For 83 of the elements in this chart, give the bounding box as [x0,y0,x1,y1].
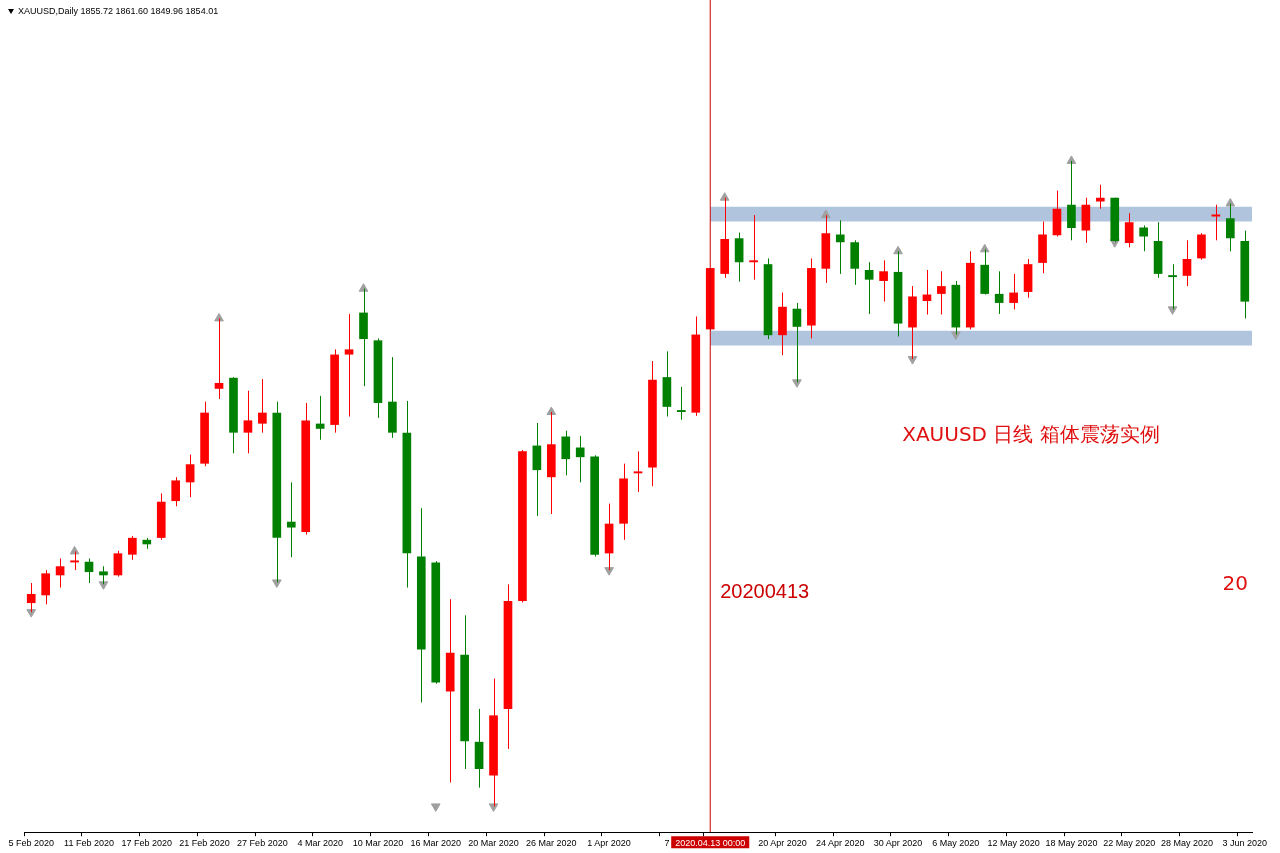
point [1167,306,1178,315]
x-tick-label: 6 May 2020 [932,838,980,849]
x-tick-label: 20 Apr 2020 [758,838,807,849]
x-tick-label: 10 Mar 2020 [352,838,404,849]
candlestick [807,257,816,339]
candlestick [431,560,441,685]
candlestick [1095,184,1105,210]
candlestick [677,386,686,421]
candlestick [691,315,701,417]
x-tick-label: 5 Feb 2020 [8,838,54,849]
x-tick-label: 1 Apr 2020 [587,838,631,849]
candlestick [778,292,787,356]
point [488,803,499,812]
candlestick [879,259,888,303]
candlestick [41,569,51,605]
candlestick [460,614,469,770]
x-tick-label: 24 Apr 2020 [815,838,865,849]
point [1066,155,1077,164]
x-tick-label: 11 Feb 2020 [64,838,114,849]
x-tick-label: 7 [664,838,670,849]
point [430,803,441,812]
candlestick [1139,224,1148,252]
x-tick-label: 4 Mar 2020 [297,838,343,849]
candlestick [1124,212,1134,248]
point [820,209,831,219]
candlestick [1197,232,1206,261]
candlestick [301,402,311,536]
x-tick-label: 21 Feb 2020 [179,838,230,849]
x-tick-label: 12 May 2020 [987,838,1040,849]
candlestick [937,270,946,316]
x-tick-label: 2020.04.13 00:00 [675,838,746,849]
candlestick [388,356,397,439]
candlestick [994,270,1004,315]
candlestick [344,313,354,418]
x-tick-label: 28 May 2020 [1160,838,1214,849]
x-tick-label: 27 Feb 2020 [237,838,288,849]
point [907,356,918,365]
candlestick [1038,221,1047,274]
x-tick-label: 20 Mar 2020 [468,838,519,849]
x-tick-label: 22 May 2020 [1103,838,1156,849]
candlestick [965,250,975,330]
point [893,245,903,255]
point [546,406,557,415]
point [271,579,282,588]
ref-line-label: 20200413 [720,580,810,603]
x-tick-label: 17 Feb 2020 [121,838,173,849]
candlestick [330,348,339,434]
point [26,609,37,618]
x-tick-label: 3 Jun 2020 [1222,838,1268,849]
candlestick [445,598,455,783]
point [604,567,614,576]
point [358,283,369,292]
candlestick [835,219,845,275]
candlestick [229,376,238,454]
candlestick [561,430,571,476]
candlestick [749,214,758,281]
x-tick-label: 18 May 2020 [1045,838,1098,849]
candlestick [200,401,209,467]
candlestick [156,492,166,541]
candlestick [258,378,267,434]
candlestick [648,360,657,487]
point [719,192,730,201]
candlestick [518,449,527,603]
x-tick-label: 26 Mar 2020 [526,838,577,849]
x-tick-label: 30 Apr 2020 [873,838,923,849]
point [1225,198,1236,207]
point [792,379,802,388]
point [214,312,224,322]
point [979,243,990,253]
chart-title: XAUUSD,Daily 1855.72 1861.60 1849.96 1854.01 [18,6,219,16]
point [98,581,109,590]
candlestick [171,476,181,507]
candlestick [416,507,426,703]
x-tick-label: 16 Mar 2020 [410,838,462,849]
candlestick [286,481,296,558]
candlestick [590,454,599,558]
candlestick [619,463,628,541]
candlestick [1240,230,1250,319]
candlestick [128,535,137,561]
point [951,331,961,341]
annotation: XAUUSD 日线 箱体震荡实例 [902,421,1160,446]
candlestick [850,239,860,286]
annotation: 20 [1222,570,1248,595]
